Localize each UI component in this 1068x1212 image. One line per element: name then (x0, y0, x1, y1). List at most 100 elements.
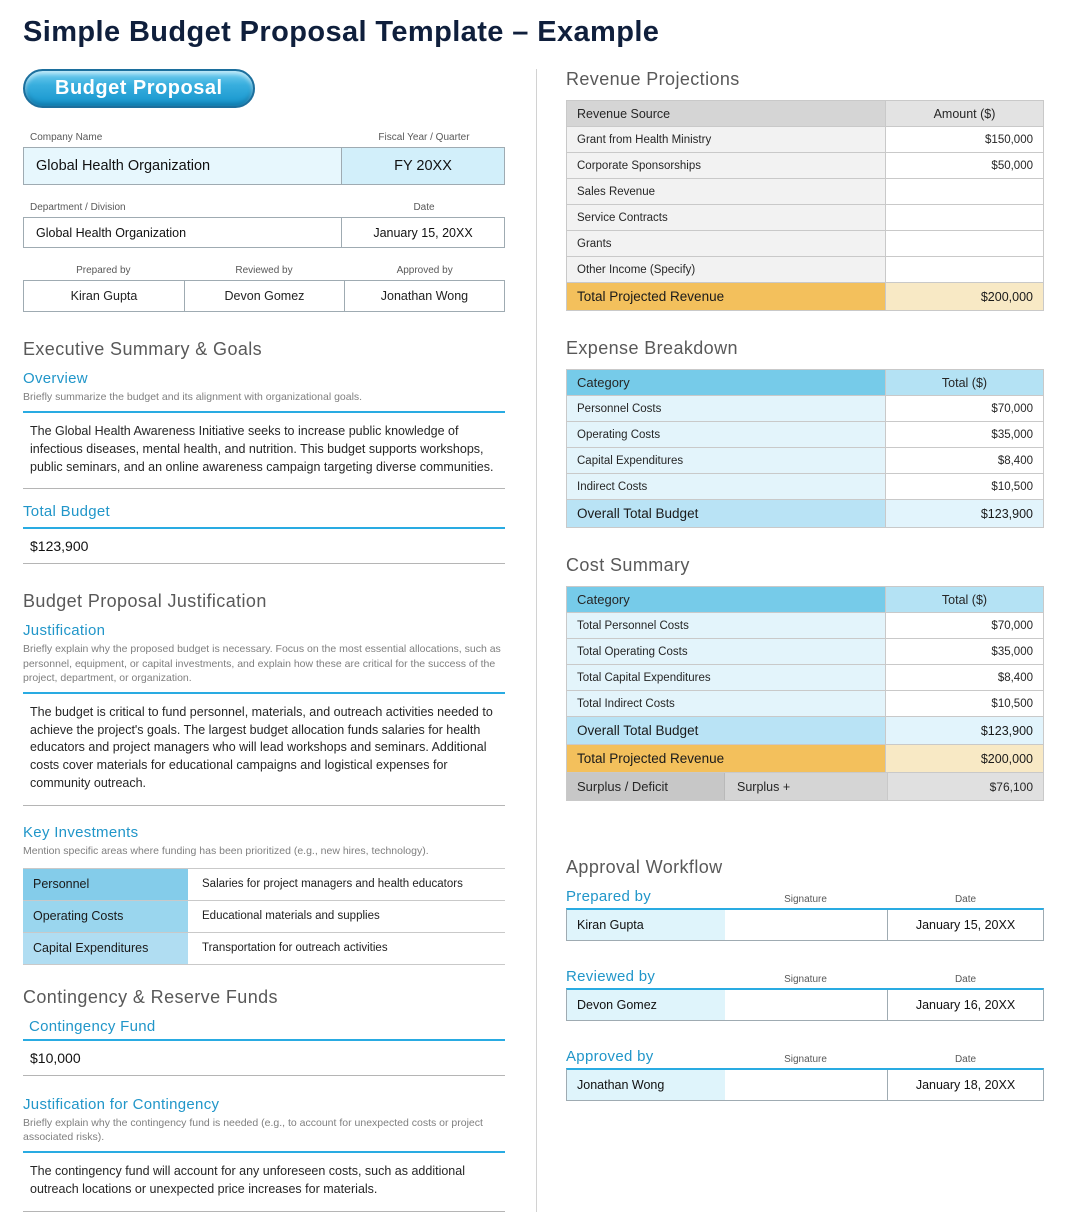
revenue-amount-field[interactable] (886, 205, 1043, 230)
contingency-fund-field[interactable]: $10,000 (30, 1049, 81, 1066)
cost-category: Total Indirect Costs (567, 691, 886, 716)
category-header: Category (567, 587, 886, 612)
signature-field[interactable] (725, 990, 888, 1020)
table-row: Total Indirect Costs $10,500 (566, 691, 1044, 717)
cost-total: $10,500 (886, 691, 1043, 716)
table-row: Operating Costs $35,000 (566, 422, 1044, 448)
investment-description-field[interactable]: Transportation for outreach activities (188, 932, 505, 964)
table-row: Personnel Salaries for project managers … (23, 868, 505, 901)
signature-field[interactable] (725, 1070, 888, 1100)
revenue-projections-heading: Revenue Projections (566, 69, 740, 89)
approval-role-heading: Prepared by (566, 888, 652, 905)
investment-category: Operating Costs (23, 900, 188, 932)
approval-name-field[interactable]: Devon Gomez (567, 990, 725, 1020)
table-row: Capital Expenditures $8,400 (566, 448, 1044, 474)
table-row: Total Personnel Costs $70,000 (566, 613, 1044, 639)
revenue-amount-field[interactable] (886, 179, 1043, 204)
revenue-source: Grants (567, 231, 886, 256)
prepared-by-field[interactable]: Kiran Gupta (70, 289, 138, 303)
approval-name-field[interactable]: Jonathan Wong (567, 1070, 725, 1100)
approval-row: Kiran Gupta January 15, 20XX (566, 908, 1044, 941)
expense-total-field[interactable]: $35,000 (886, 422, 1043, 447)
approval-row: Devon Gomez January 16, 20XX (566, 988, 1044, 1021)
surplus-deficit-label: Surplus / Deficit (567, 773, 725, 800)
revenue-amount-field[interactable]: $50,000 (886, 153, 1043, 178)
fiscal-year-label: Fiscal Year / Quarter (378, 132, 470, 143)
expense-total-field[interactable]: $70,000 (886, 396, 1043, 421)
revenue-source: Grant from Health Ministry (567, 127, 886, 152)
department-label: Department / Division (30, 202, 126, 213)
signature-field[interactable] (725, 910, 888, 940)
investment-description-field[interactable]: Salaries for project managers and health… (188, 868, 505, 900)
total-row-label: Overall Total Budget (567, 500, 886, 527)
form-labels-row-1: Company Name Fiscal Year / Quarter (23, 132, 505, 143)
surplus-deficit-row: Surplus / Deficit Surplus + $76,100 (566, 773, 1044, 801)
form-labels-row-2: Department / Division Date (23, 202, 505, 213)
divider (23, 563, 505, 565)
table-row: Indirect Costs $10,500 (566, 474, 1044, 500)
approval-block-header: Prepared by Signature Date (566, 888, 1044, 905)
total-header: Total ($) (886, 370, 1043, 395)
overview-text-field[interactable]: The Global Health Awareness Initiative s… (30, 424, 494, 474)
page-title: Simple Budget Proposal Template – Exampl… (23, 16, 660, 48)
expense-category: Personnel Costs (567, 396, 886, 421)
expense-total-field[interactable]: $8,400 (886, 448, 1043, 473)
reviewed-by-field[interactable]: Devon Gomez (183, 281, 344, 311)
table-row: Grant from Health Ministry $150,000 (566, 127, 1044, 153)
table-row: Grants (566, 231, 1044, 257)
contingency-heading: Contingency & Reserve Funds (23, 986, 278, 1007)
date-label: Date (954, 894, 977, 905)
total-budget-field[interactable]: $123,900 (30, 538, 89, 555)
approval-workflow-heading: Approval Workflow (566, 857, 723, 877)
contingency-justification-heading: Justification for Contingency (23, 1095, 220, 1113)
key-investments-hint: Mention specific areas where funding has… (23, 844, 429, 857)
column-divider (536, 69, 537, 1212)
left-column: Budget Proposal Company Name Fiscal Year… (23, 69, 505, 1212)
overall-total-budget-row: Overall Total Budget $123,900 (566, 500, 1044, 528)
approval-date-field[interactable]: January 15, 20XX (915, 918, 1016, 932)
cost-summary-table: Category Total ($) Total Personnel Costs… (566, 586, 1044, 801)
revenue-amount-field[interactable]: $150,000 (886, 127, 1043, 152)
expense-total-field[interactable]: $10,500 (886, 474, 1043, 499)
reviewed-by-label: Reviewed by (235, 265, 293, 276)
date-field[interactable]: January 15, 20XX (373, 225, 473, 240)
company-name-field[interactable]: Global Health Organization (24, 148, 342, 184)
divider (23, 1038, 505, 1041)
cost-total: $8,400 (886, 665, 1043, 690)
approved-by-field[interactable]: Jonathan Wong (343, 281, 504, 311)
surplus-type-field[interactable]: Surplus + (725, 773, 888, 800)
contingency-text-field[interactable]: The contingency fund will account for an… (30, 1164, 465, 1196)
department-field[interactable]: Global Health Organization (24, 218, 342, 247)
fiscal-year-field[interactable]: FY 20XX (342, 148, 504, 184)
revenue-source: Sales Revenue (567, 179, 886, 204)
total-row-label: Total Projected Revenue (567, 745, 886, 772)
revenue-amount-field[interactable] (886, 257, 1043, 282)
overview-heading: Overview (23, 370, 88, 387)
signature-label: Signature (784, 974, 827, 985)
category-header: Category (567, 370, 886, 395)
expense-category: Indirect Costs (567, 474, 886, 499)
approval-role-heading: Reviewed by (566, 968, 656, 985)
executive-summary-heading: Executive Summary & Goals (23, 339, 263, 359)
overall-total-budget-row: Overall Total Budget $123,900 (566, 717, 1044, 745)
approval-date-field[interactable]: January 16, 20XX (915, 998, 1016, 1012)
divider (23, 1151, 505, 1154)
approval-block-reviewed: Reviewed by Signature Date Devon Gomez J… (566, 968, 1044, 1021)
approval-name-field[interactable]: Kiran Gupta (567, 910, 725, 940)
revenue-amount-field[interactable] (886, 231, 1043, 256)
table-header-row: Revenue Source Amount ($) (566, 100, 1044, 127)
cost-total: $35,000 (886, 639, 1043, 664)
investment-description-field[interactable]: Educational materials and supplies (188, 900, 505, 932)
expense-breakdown-heading: Expense Breakdown (566, 338, 738, 358)
justification-text-field[interactable]: The budget is critical to fund personnel… (30, 704, 493, 790)
key-investments-heading: Key Investments (23, 823, 139, 841)
table-row: Other Income (Specify) (566, 257, 1044, 283)
signature-label: Signature (784, 894, 827, 905)
contingency-hint: Briefly explain why the contingency fund… (23, 1116, 483, 1144)
approval-date-field[interactable]: January 18, 20XX (915, 1078, 1016, 1092)
expense-category: Capital Expenditures (567, 448, 886, 473)
investment-category: Personnel (23, 868, 188, 900)
right-column: Revenue Projections Revenue Source Amoun… (566, 69, 1044, 1212)
approval-block-header: Reviewed by Signature Date (566, 968, 1044, 985)
company-fiscal-row: Global Health Organization FY 20XX (23, 147, 505, 185)
